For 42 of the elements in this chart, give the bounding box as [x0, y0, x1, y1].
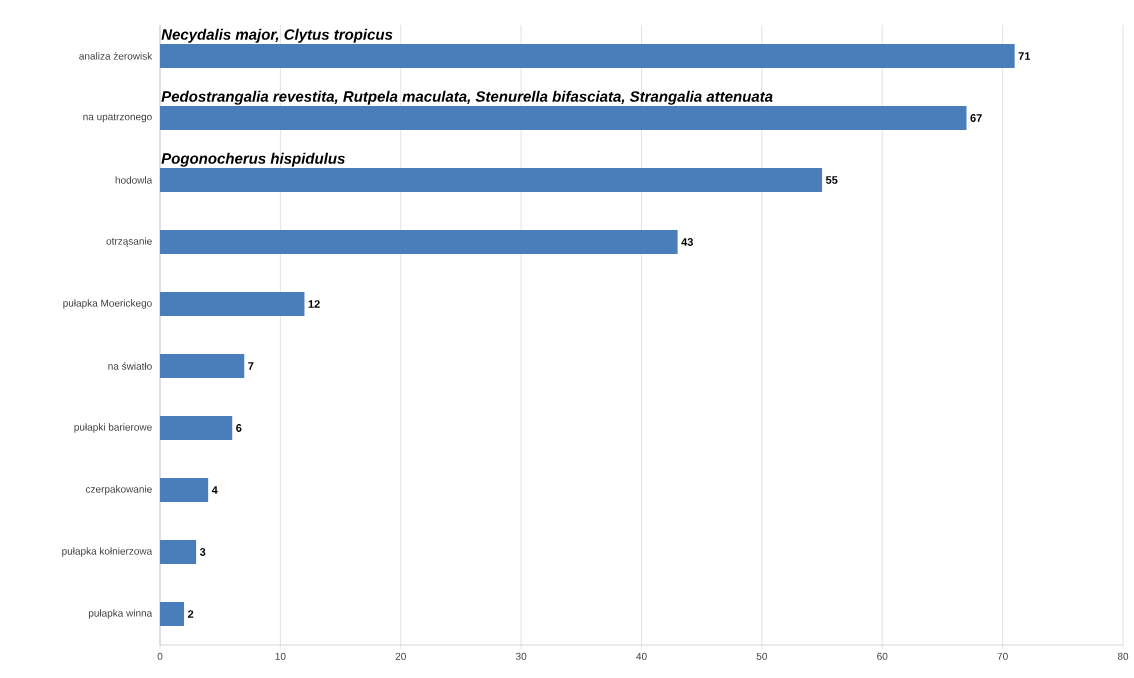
y-tick-label: pułapka winna: [88, 609, 153, 619]
bar: [160, 354, 245, 378]
y-tick-label: na upatrzonego: [83, 113, 152, 123]
bar: [160, 106, 967, 130]
x-tick-label: 70: [997, 652, 1008, 660]
annotation: Pedostrangalia revestita, Rutpela maculata, Stenurella bifasciata, Strangalia attenuata: [161, 90, 773, 105]
x-tick-label: 40: [636, 652, 647, 660]
data-label: 4: [211, 486, 218, 494]
data-label: 71: [1018, 52, 1031, 60]
data-label: 3: [199, 548, 206, 556]
bar: [160, 292, 305, 316]
y-tick-label: pułapka Moerickego: [63, 299, 152, 309]
bar: [160, 168, 823, 192]
x-tick-label: 10: [275, 652, 286, 660]
x-tick-label: 80: [1117, 652, 1129, 660]
bar: [160, 44, 1015, 68]
bar: [160, 478, 209, 502]
y-tick-label: analiza żerowisk: [79, 52, 153, 60]
x-tick-label: 20: [395, 652, 406, 660]
x-tick-label: 60: [877, 652, 888, 660]
data-label: 7: [248, 362, 254, 370]
y-tick-label: otrząsanie: [106, 237, 152, 247]
y-tick-label: pułapka kołnierzowa: [62, 547, 153, 557]
data-label: 43: [681, 238, 693, 246]
bar: [160, 230, 678, 254]
y-tick-label: na światło: [108, 362, 152, 370]
annotation: Necydalis major, Clytus tropicus: [161, 28, 393, 43]
y-tick-label: czerpakowanie: [85, 485, 152, 495]
x-tick-label: 0: [157, 652, 163, 660]
annotation: Pogonocherus hispidulus: [161, 152, 345, 167]
y-tick-label: hodowla: [115, 176, 153, 184]
x-tick-label: 30: [515, 652, 527, 660]
y-tick-label: pułapki barierowe: [74, 423, 152, 433]
data-label: 55: [825, 176, 838, 184]
data-label: 6: [236, 424, 242, 432]
data-label: 67: [970, 114, 982, 122]
bar: [160, 416, 233, 440]
data-label: 2: [187, 610, 194, 618]
x-tick-label: 50: [756, 652, 768, 660]
bar: [160, 540, 197, 565]
data-label: 12: [308, 300, 320, 308]
bar: [160, 602, 185, 627]
